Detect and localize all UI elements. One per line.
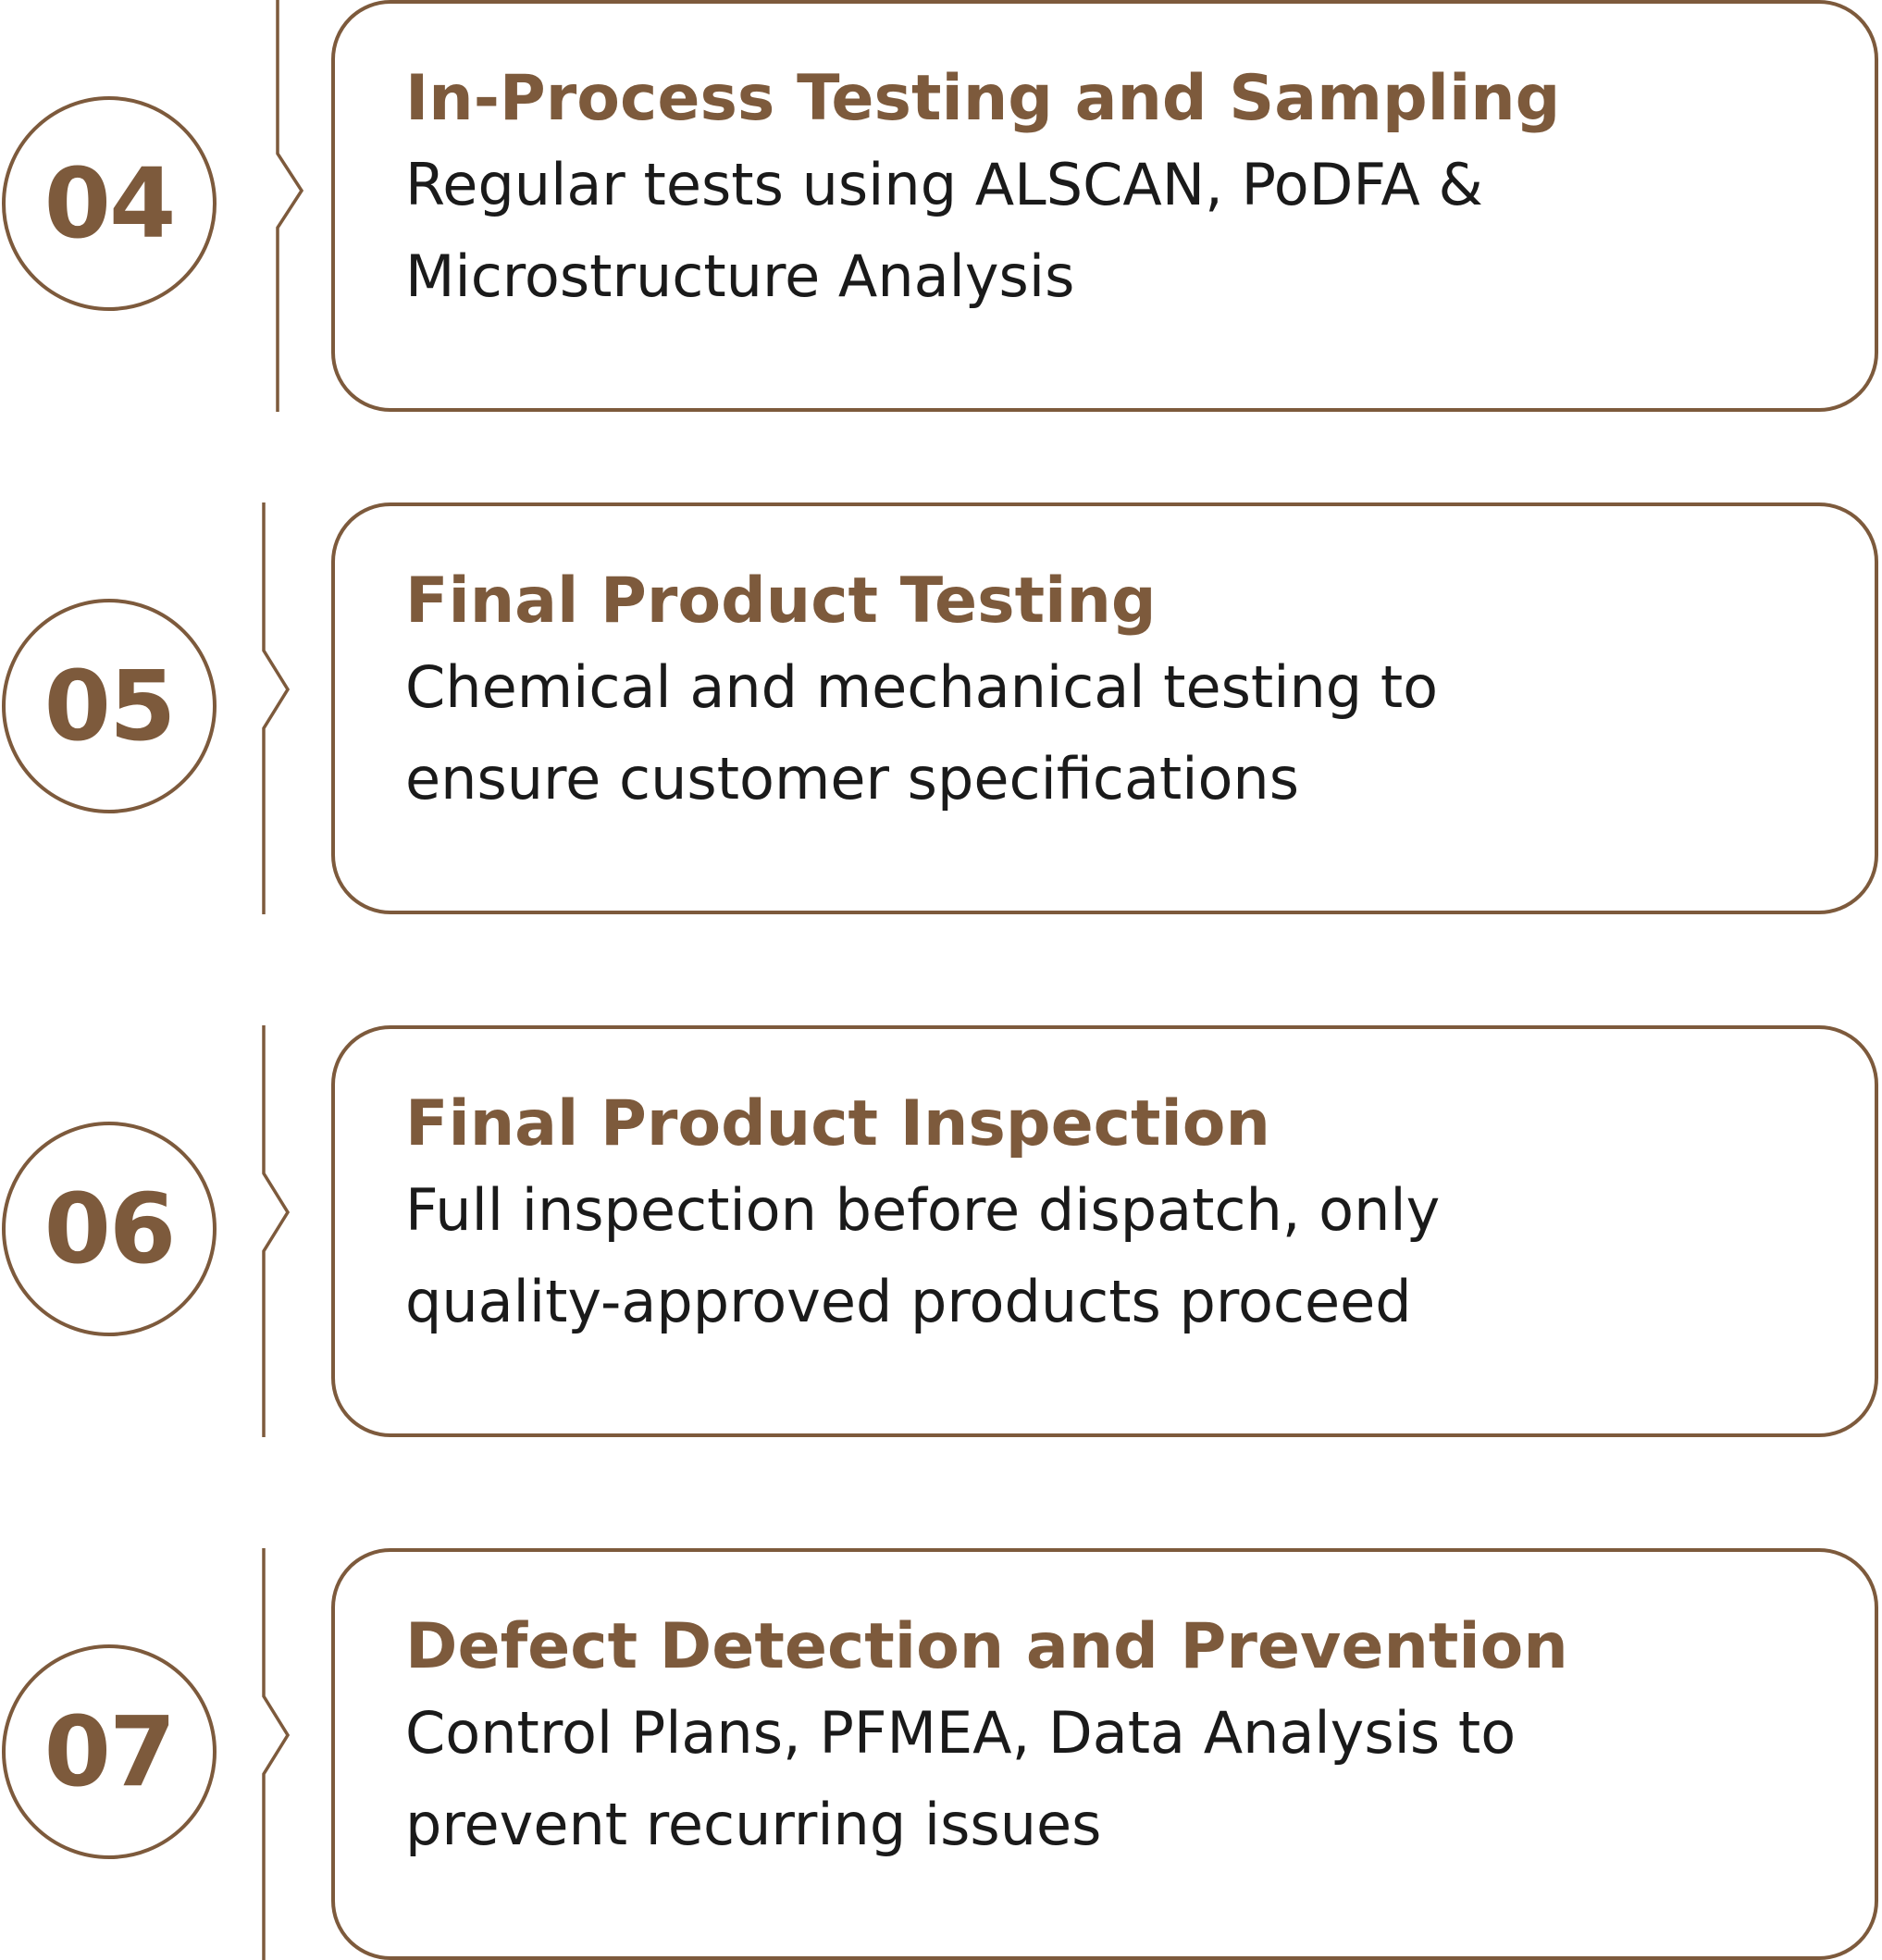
- step-number: 05: [43, 650, 177, 763]
- step-description: Regular tests using ALSCAN, PoDFA & Micr…: [405, 150, 1483, 310]
- step-title: In-Process Testing and Sampling: [405, 62, 1561, 135]
- step-description: Chemical and mechanical testing to ensur…: [405, 652, 1439, 813]
- connector-arrow-icon: [262, 502, 291, 914]
- step-07: 07 Defect Detection and Prevention Contr…: [0, 1548, 1882, 1960]
- step-number-badge: 06: [2, 1122, 217, 1336]
- connector-arrow-icon: [262, 1025, 291, 1437]
- step-description: Control Plans, PFMEA, Data Analysis to p…: [405, 1698, 1517, 1858]
- step-title: Defect Detection and Prevention: [405, 1610, 1568, 1683]
- step-card: Defect Detection and Prevention Control …: [331, 1548, 1878, 1960]
- step-05: 05 Final Product Testing Chemical and me…: [0, 502, 1882, 914]
- step-number-badge: 05: [2, 599, 217, 813]
- step-card: In-Process Testing and Sampling Regular …: [331, 0, 1878, 412]
- step-number: 06: [43, 1172, 177, 1285]
- step-number-badge: 07: [2, 1644, 217, 1859]
- step-number: 04: [43, 147, 177, 260]
- step-title: Final Product Testing: [405, 564, 1157, 638]
- connector-arrow-icon: [262, 1548, 291, 1960]
- step-06: 06 Final Product Inspection Full inspect…: [0, 1025, 1882, 1437]
- step-04: 04 In-Process Testing and Sampling Regul…: [0, 0, 1882, 412]
- step-title: Final Product Inspection: [405, 1087, 1270, 1160]
- step-number: 07: [43, 1695, 177, 1808]
- connector-arrow-icon: [276, 0, 304, 412]
- step-number-badge: 04: [2, 96, 217, 311]
- step-description: Full inspection before dispatch, only qu…: [405, 1175, 1441, 1335]
- step-card: Final Product Testing Chemical and mecha…: [331, 502, 1878, 914]
- step-card: Final Product Inspection Full inspection…: [331, 1025, 1878, 1437]
